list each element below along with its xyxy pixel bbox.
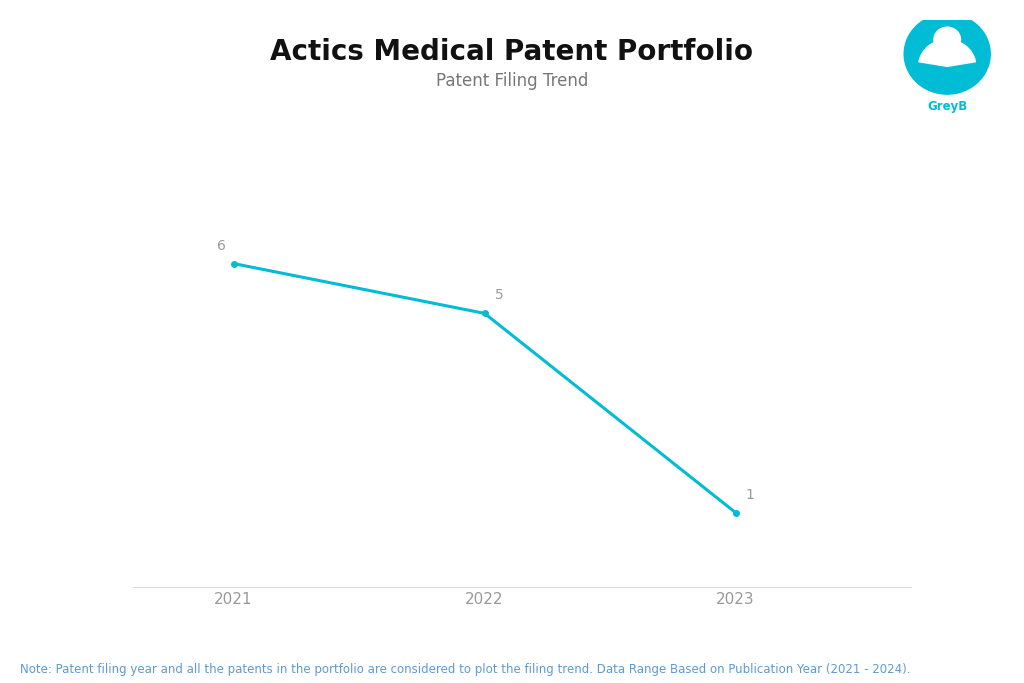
Text: Actics Medical Patent Portfolio: Actics Medical Patent Portfolio [270,38,754,66]
Circle shape [934,27,961,52]
Text: GreyB: GreyB [927,100,968,113]
Text: 1: 1 [745,488,755,502]
Text: 6: 6 [217,238,226,253]
Text: 5: 5 [495,288,504,303]
Circle shape [904,14,990,94]
Text: Note: Patent filing year and all the patents in the portfolio are considered to : Note: Patent filing year and all the pat… [20,663,911,676]
Wedge shape [919,40,976,66]
Text: Patent Filing Trend: Patent Filing Trend [436,72,588,89]
